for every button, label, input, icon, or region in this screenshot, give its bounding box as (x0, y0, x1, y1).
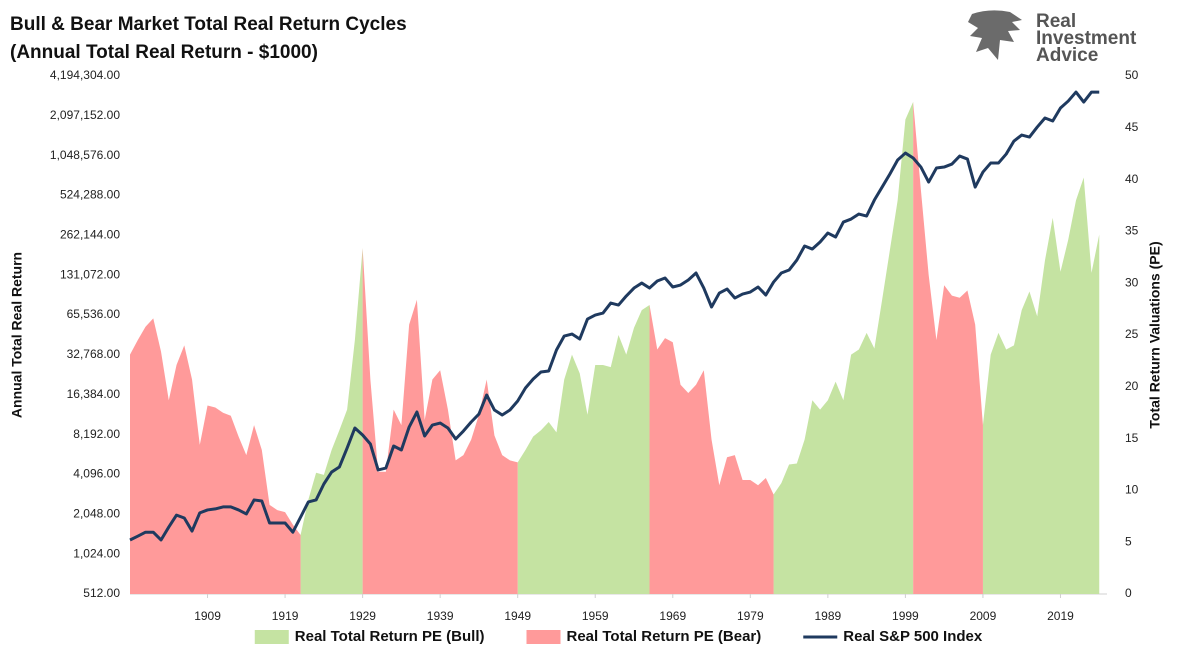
legend-label: Real S&P 500 Index (843, 628, 983, 645)
x-tick-label: 1949 (504, 609, 531, 623)
logo: Real Investment Advice (968, 10, 1137, 66)
plot (129, 90, 1100, 595)
x-tick-label: 2009 (970, 609, 997, 623)
line (129, 90, 1100, 542)
logo-icon (968, 10, 1022, 60)
x-tick-label: 1929 (349, 609, 376, 623)
x-tick-label: 1959 (582, 609, 609, 623)
y2-tick-label: 20 (1125, 379, 1139, 393)
legend-item: Real S&P 500 Index (803, 628, 983, 645)
y-tick-label: 524,288.00 (60, 188, 120, 202)
x-tick-label: 1919 (272, 609, 299, 623)
legend-label: Real Total Return PE (Bull) (295, 628, 485, 645)
logo-text: Advice (1036, 45, 1098, 66)
y2-tick-label: 5 (1125, 534, 1132, 548)
y-tick-label: 4,096.00 (73, 467, 120, 481)
y-tick-label: 4,194,304.00 (50, 68, 120, 82)
chart-subtitle: (Annual Total Real Return - $1000) (10, 42, 318, 63)
y-tick-label: 512.00 (83, 586, 120, 600)
y-tick-label: 1,048,576.00 (50, 148, 120, 162)
y-tick-label: 16,384.00 (67, 387, 121, 401)
y2-tick-label: 50 (1125, 68, 1139, 82)
x-tick-label: 1989 (815, 609, 842, 623)
x-tick-label: 1979 (737, 609, 764, 623)
legend-swatch (526, 630, 561, 644)
y2-tick-label: 15 (1125, 431, 1139, 445)
y-axis-label: Annual Total Real Return (9, 252, 25, 418)
y2-tick-label: 40 (1125, 172, 1139, 186)
y2-tick-label: 30 (1125, 275, 1139, 289)
y-tick-label: 32,768.00 (67, 347, 121, 361)
y-tick-label: 8,192.00 (73, 427, 120, 441)
legend-item: Real Total Return PE (Bull) (254, 628, 485, 645)
logo-text: Real (1036, 11, 1076, 32)
y2-tick-label: 0 (1125, 586, 1132, 600)
legend-label: Real Total Return PE (Bear) (567, 628, 762, 645)
y-tick-label: 262,144.00 (60, 228, 120, 242)
y2-axis-label: Total Return Valuations (PE) (1147, 241, 1163, 428)
legend-swatch (254, 630, 289, 644)
logo-text: Investment (1036, 28, 1137, 49)
y2-tick-label: 35 (1125, 224, 1139, 238)
y-tick-label: 1,024.00 (73, 546, 120, 560)
x-tick-label: 2019 (1047, 609, 1074, 623)
y-tick-label: 2,097,152.00 (50, 108, 120, 122)
x-tick-label: 1909 (194, 609, 221, 623)
y2-tick-label: 45 (1125, 120, 1139, 134)
y2-tick-label: 25 (1125, 327, 1139, 341)
legend: Real Total Return PE (Bull) Real Total Re… (254, 628, 983, 645)
x-tick-label: 1999 (892, 609, 919, 623)
y2-tick-label: 10 (1125, 483, 1139, 497)
y-tick-label: 65,536.00 (67, 307, 121, 321)
y-tick-label: 2,048.00 (73, 506, 120, 520)
area (300, 101, 1100, 595)
x-tick-label: 1969 (659, 609, 686, 623)
legend-item: Real Total Return PE (Bear) (526, 628, 762, 645)
area (130, 101, 983, 595)
y-tick-label: 131,072.00 (60, 267, 120, 281)
x-tick-label: 1939 (427, 609, 454, 623)
chart-title: Bull & Bear Market Total Real Return Cyc… (10, 14, 407, 35)
